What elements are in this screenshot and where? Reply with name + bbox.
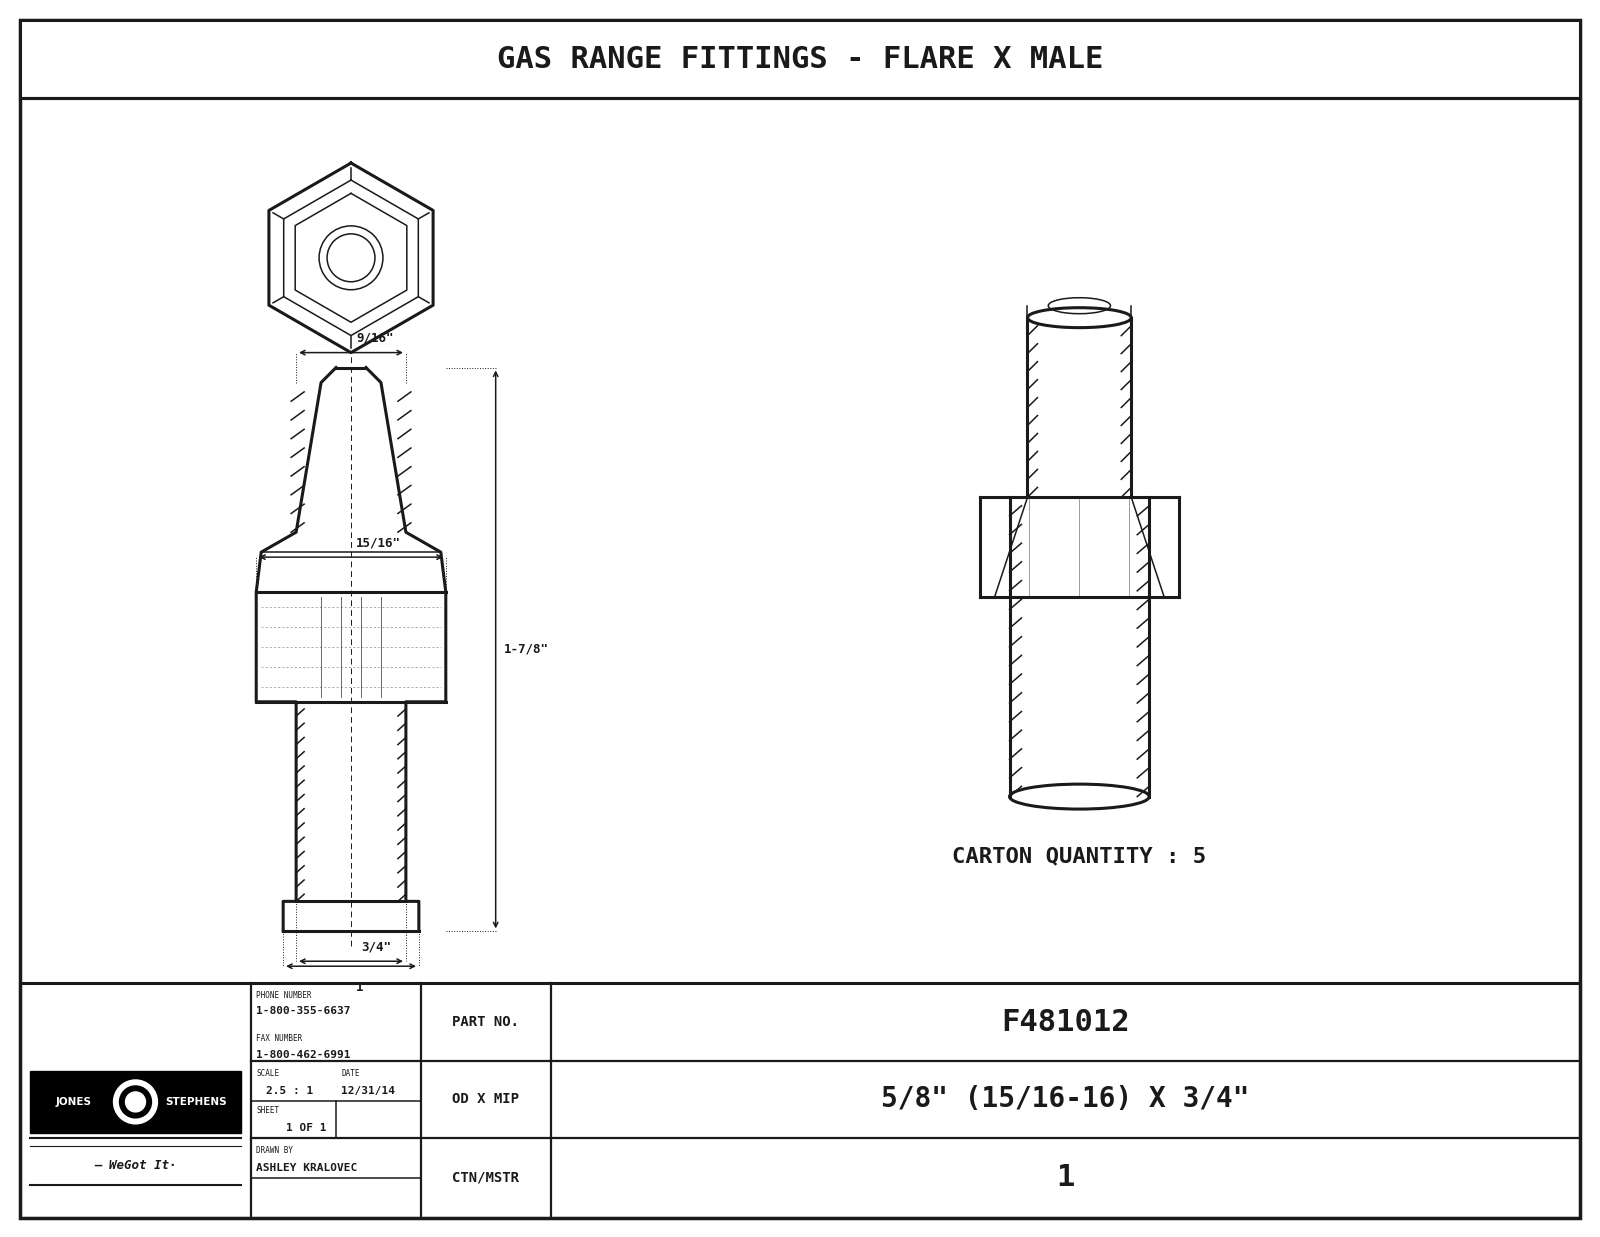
Text: 1 OF 1: 1 OF 1: [286, 1123, 326, 1133]
Text: F481012: F481012: [1002, 1008, 1130, 1037]
Text: OD X MIP: OD X MIP: [453, 1092, 520, 1106]
Text: 1": 1": [355, 981, 371, 995]
Text: 3/4": 3/4": [362, 940, 390, 954]
Text: JONES: JONES: [56, 1097, 91, 1107]
Text: GAS RANGE FITTINGS - FLARE X MALE: GAS RANGE FITTINGS - FLARE X MALE: [498, 45, 1102, 74]
Text: 1: 1: [1056, 1163, 1075, 1192]
Text: ASHLEY KRALOVEC: ASHLEY KRALOVEC: [256, 1163, 357, 1173]
Text: 1-800-462-6991: 1-800-462-6991: [256, 1050, 350, 1060]
Text: 1-800-355-6637: 1-800-355-6637: [256, 1006, 350, 1016]
Text: 5/8" (15/16-16) X 3/4": 5/8" (15/16-16) X 3/4": [882, 1085, 1250, 1113]
Text: 9/16": 9/16": [355, 332, 394, 345]
Circle shape: [112, 1077, 160, 1126]
Circle shape: [114, 1080, 157, 1124]
Bar: [30, 1071, 242, 1133]
Text: SHEET: SHEET: [256, 1106, 280, 1116]
Bar: [1010, 497, 1149, 797]
Text: FAX NUMBER: FAX NUMBER: [256, 1034, 302, 1043]
Circle shape: [120, 1086, 152, 1118]
Text: PHONE NUMBER: PHONE NUMBER: [256, 991, 312, 999]
Text: 1-7/8": 1-7/8": [504, 643, 549, 656]
Text: STEPHENS: STEPHENS: [165, 1097, 227, 1107]
Text: PART NO.: PART NO.: [453, 1016, 520, 1029]
Text: DATE: DATE: [341, 1070, 360, 1079]
Text: CTN/MSTR: CTN/MSTR: [453, 1170, 520, 1185]
Text: — WeGot It·: — WeGot It·: [94, 1159, 176, 1173]
Bar: [19, 20, 1581, 98]
Text: 12/31/14: 12/31/14: [341, 1086, 395, 1096]
Bar: [19, 983, 1581, 1217]
Text: 2.5 : 1: 2.5 : 1: [266, 1086, 314, 1096]
Text: DRAWN BY: DRAWN BY: [256, 1147, 293, 1155]
Text: 15/16": 15/16": [355, 536, 402, 549]
Text: SCALE: SCALE: [256, 1070, 280, 1079]
Circle shape: [125, 1092, 146, 1112]
Text: CARTON QUANTITY : 5: CARTON QUANTITY : 5: [952, 846, 1206, 866]
